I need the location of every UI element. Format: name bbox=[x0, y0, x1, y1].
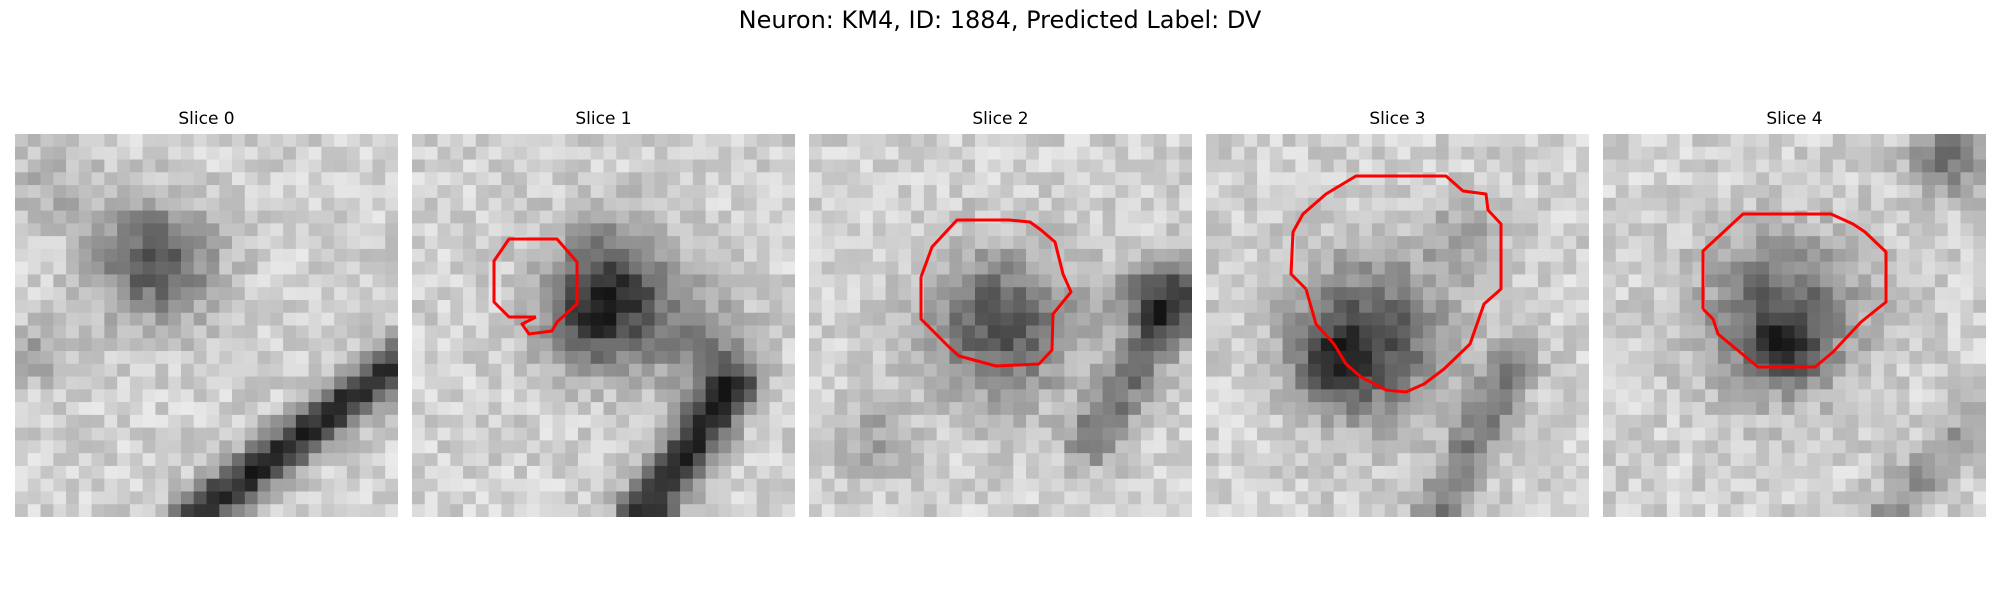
roi-contour bbox=[492, 237, 579, 336]
roi-contour bbox=[1701, 212, 1888, 369]
roi-contour bbox=[1289, 174, 1503, 394]
panel-title: Slice 2 bbox=[972, 109, 1029, 129]
slice-image bbox=[412, 134, 795, 517]
panel-title: Slice 1 bbox=[575, 109, 632, 129]
slice-image bbox=[809, 134, 1192, 517]
pixel-grid bbox=[15, 134, 398, 517]
panel-title: Slice 4 bbox=[1766, 109, 1823, 129]
panel-title: Slice 0 bbox=[178, 109, 235, 129]
panel-slice-3: Slice 3 bbox=[1206, 107, 1589, 517]
slice-image bbox=[15, 134, 398, 517]
pixel-grid bbox=[1206, 134, 1589, 517]
panel-slice-0: Slice 0 bbox=[15, 107, 398, 517]
pixel-grid bbox=[412, 134, 795, 517]
pixel-grid bbox=[1603, 134, 1986, 517]
panel-title: Slice 3 bbox=[1369, 109, 1426, 129]
panel-slice-1: Slice 1 bbox=[412, 107, 795, 517]
panel-slice-2: Slice 2 bbox=[809, 107, 1192, 517]
roi-contour bbox=[919, 218, 1073, 368]
slice-image bbox=[1603, 134, 1986, 517]
panel-slice-4: Slice 4 bbox=[1603, 107, 1986, 517]
figure-title: Neuron: KM4, ID: 1884, Predicted Label: … bbox=[738, 6, 1262, 34]
pixel-grid bbox=[809, 134, 1192, 517]
slice-image bbox=[1206, 134, 1589, 517]
